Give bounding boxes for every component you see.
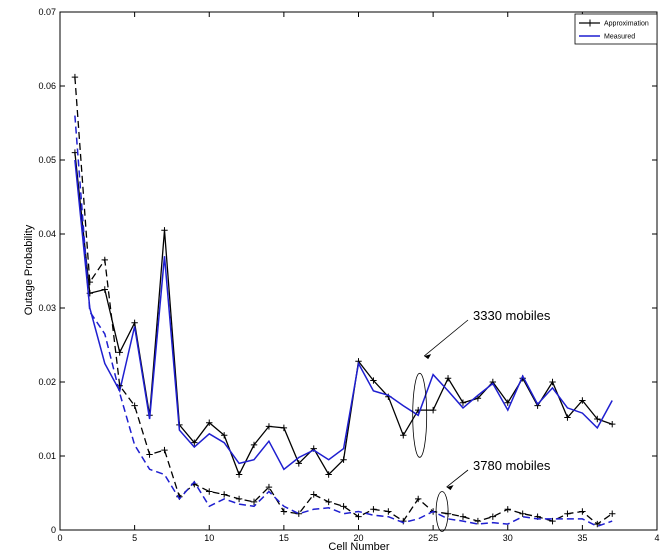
y-tick-label: 0.05: [38, 155, 56, 165]
annotation-3330-mobiles: 3330 mobiles: [473, 308, 551, 323]
data-point-marker: [340, 503, 347, 510]
data-point-marker: [549, 517, 556, 525]
data-point-marker: [444, 375, 452, 382]
plot-area: 0 5 10 15 20 25 30 35 400.010.020.030.040.050.06…: [38, 7, 659, 543]
callout-arrowhead-3780: [446, 485, 454, 491]
legend: Approximation Measured: [574, 13, 658, 45]
annotation-3780-mobiles: 3780 mobiles: [473, 458, 551, 473]
y-tick-label: 0.06: [38, 81, 56, 91]
data-point-marker: [295, 460, 302, 467]
x-tick-label: 10: [204, 533, 214, 543]
y-tick-label: 0.07: [38, 7, 56, 17]
data-point-marker: [280, 424, 288, 432]
data-point-marker: [146, 451, 153, 458]
data-point-marker: [220, 491, 228, 498]
data-point-marker: [385, 508, 392, 515]
callout-arrowhead-3330: [424, 354, 432, 360]
x-tick-label: 5: [132, 533, 137, 543]
data-point-marker: [549, 378, 556, 386]
x-tick-label: 15: [279, 533, 289, 543]
legend-box: [574, 13, 658, 45]
y-axis-label: Outage Probability: [23, 224, 35, 315]
data-point-marker: [489, 513, 497, 520]
data-point-marker: [325, 498, 332, 506]
data-point-marker: [594, 520, 601, 528]
data-point-marker: [579, 397, 586, 404]
y-tick-label: 0.02: [38, 377, 56, 387]
x-tick-label: 0: [57, 533, 62, 543]
data-point-marker: [400, 432, 407, 439]
y-tick-label: 0: [51, 525, 56, 535]
callout-ellipse-3780: [435, 491, 449, 532]
data-point-marker: [609, 510, 616, 517]
data-point-marker: [429, 406, 437, 414]
legend-approximation-label: Approximation: [604, 21, 649, 28]
data-point-marker: [265, 423, 273, 430]
data-point-marker: [594, 415, 601, 423]
series-layer: [71, 73, 616, 528]
data-point-marker: [564, 414, 571, 421]
data-point-marker: [609, 420, 616, 428]
series-line-3330-mobiles-measured-solid: [74, 159, 613, 471]
data-point-marker: [206, 488, 213, 495]
data-point-marker: [370, 506, 377, 513]
data-point-marker: [235, 495, 243, 503]
data-point-marker: [131, 319, 138, 326]
data-point-marker: [310, 491, 317, 498]
data-point-marker: [504, 506, 511, 513]
annotation-callouts: [412, 319, 469, 532]
data-point-marker: [325, 471, 332, 478]
y-tick-label: 0.01: [38, 451, 56, 461]
axis-ticks: 0 5 10 15 20 25 30 35 400.010.020.030.040.050.06…: [38, 7, 659, 543]
callout-ellipse-3330: [412, 372, 428, 458]
data-point-marker: [250, 498, 258, 506]
data-point-marker: [370, 377, 377, 384]
data-point-marker: [474, 517, 482, 525]
data-point-marker: [161, 446, 168, 454]
legend-measured-label: Measured: [604, 34, 635, 41]
data-point-marker: [131, 402, 138, 409]
data-point-marker: [250, 441, 258, 449]
data-point-marker: [206, 419, 213, 426]
data-point-marker: [459, 399, 467, 406]
data-point-marker: [101, 286, 108, 293]
x-tick-label: 35: [577, 533, 587, 543]
data-point-marker: [280, 508, 288, 515]
data-point-marker: [101, 256, 108, 264]
x-tick-label: 25: [428, 533, 438, 543]
data-point-marker: [355, 513, 362, 520]
data-point-marker: [191, 439, 198, 446]
data-point-marker: [116, 349, 123, 356]
x-tick-label: 4: [654, 533, 659, 543]
data-point-marker: [161, 227, 168, 234]
data-point-marker: [265, 483, 273, 491]
y-tick-label: 0.04: [38, 229, 56, 239]
callout-arrow-3330: [423, 319, 469, 357]
data-point-marker: [295, 510, 302, 517]
data-point-marker: [340, 456, 347, 463]
data-point-marker: [71, 73, 79, 81]
x-tick-label: 20: [353, 533, 363, 543]
data-point-marker: [564, 510, 571, 517]
legend-approximation-marker: [586, 19, 594, 27]
data-point-marker: [504, 399, 511, 406]
x-tick-label: 30: [503, 533, 513, 543]
data-point-marker: [459, 513, 467, 520]
data-point-marker: [415, 495, 422, 503]
x-axis-label: Cell Number: [328, 541, 389, 553]
data-point-marker: [235, 471, 243, 478]
y-tick-label: 0.03: [38, 303, 56, 313]
callout-arrow-3780: [446, 469, 469, 488]
data-point-marker: [519, 510, 526, 517]
data-point-marker: [579, 508, 586, 515]
data-point-marker: [220, 432, 228, 439]
